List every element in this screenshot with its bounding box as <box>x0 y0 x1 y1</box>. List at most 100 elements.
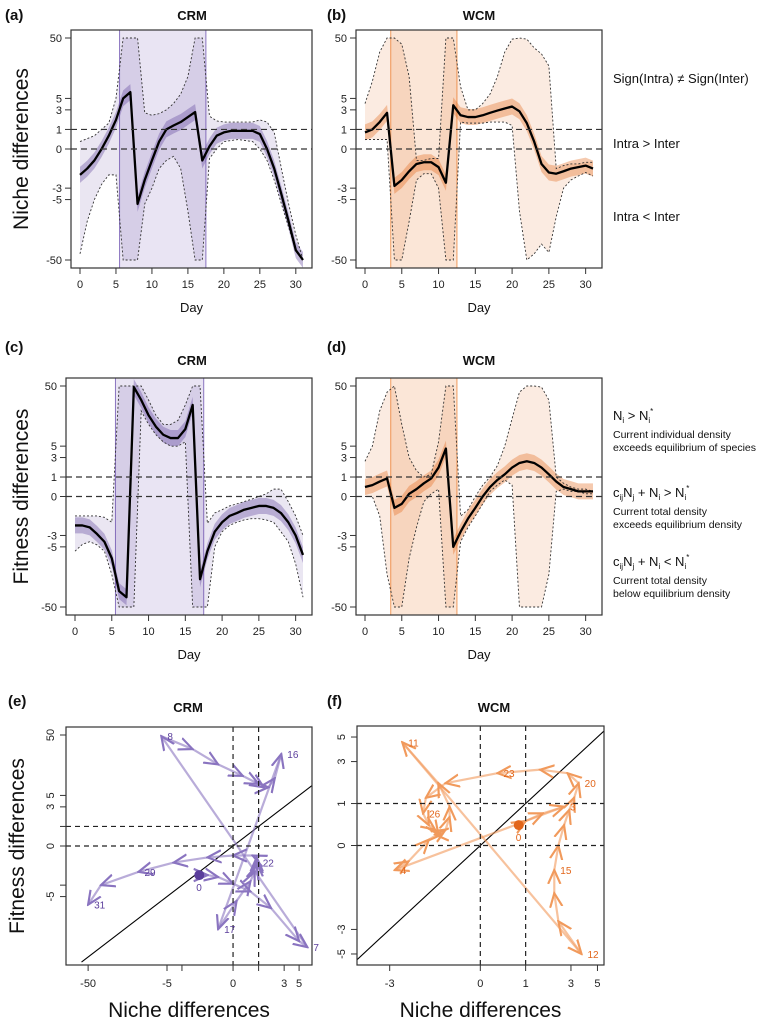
y-tick-label: 0 <box>336 842 348 848</box>
side-label-total-exceeds: cijNj + Ni > Ni* Current total density e… <box>613 484 743 531</box>
trajectory-arrow <box>401 741 581 954</box>
median-line <box>75 385 305 599</box>
day-label: 4 <box>401 866 407 877</box>
side-annotations: Sign(Intra) ≠ Sign(Inter) Intra > Inter … <box>613 71 756 600</box>
panel-title: CRM <box>173 700 203 715</box>
y-tick-label: -5 <box>45 892 57 902</box>
panel-label: (f) <box>327 693 342 710</box>
trajectory-arrow <box>558 825 564 846</box>
panel-label: (a) <box>5 7 23 24</box>
x-tick-label: 5 <box>296 978 302 990</box>
panel-title: WCM <box>463 353 496 368</box>
trajectory-arrow <box>395 805 565 870</box>
day-label: 31 <box>94 901 106 912</box>
y-tick-label: -50 <box>331 255 347 267</box>
y-tick-label: 1 <box>56 124 62 136</box>
y-tick-label: 0 <box>51 492 57 504</box>
density-band <box>365 38 593 260</box>
trajectory-arrow <box>250 872 254 881</box>
day-label: 22 <box>263 859 275 870</box>
x-tick-label: 15 <box>469 279 481 291</box>
day-label: 26 <box>429 809 441 820</box>
lower-quantile-line <box>365 121 594 261</box>
y-tick-label: -3 <box>337 183 347 195</box>
y-tick-label: 0 <box>341 144 347 156</box>
y-axis-title: Niche differences <box>10 68 33 230</box>
x-axis-title: Day <box>467 647 491 662</box>
panel-label: (d) <box>327 339 346 356</box>
day-label: 8 <box>167 732 173 743</box>
trajectory-arrow <box>564 810 569 826</box>
y-tick-label: 5 <box>51 441 57 453</box>
side-label-main: cijNj + Ni < Ni* <box>613 553 689 571</box>
trajectory-arrow <box>446 772 498 783</box>
start-point <box>513 820 524 831</box>
panel-label: (b) <box>327 7 346 24</box>
trajectory-arrow <box>554 846 558 871</box>
y-tick-label: 1 <box>51 472 57 484</box>
side-desc: Current total density <box>613 575 708 587</box>
plot-frame <box>355 29 603 269</box>
density-core <box>365 440 593 555</box>
x-tick-label: 0 <box>230 978 236 990</box>
trajectory-arrow <box>446 817 450 830</box>
density-core <box>365 97 593 194</box>
y-tick-label: 5 <box>45 792 57 798</box>
day-label: 3 <box>570 803 576 814</box>
day-label: 7 <box>313 943 319 954</box>
trajectory-arrow <box>208 855 234 857</box>
trajectory-arrow <box>161 736 309 948</box>
y-tick-label: -5 <box>337 542 347 554</box>
plot-frame <box>355 377 603 616</box>
x-tick-label: 5 <box>594 978 600 990</box>
y-tick-label: 1 <box>341 124 347 136</box>
x-tick-label: 20 <box>218 279 230 291</box>
y-tick-label: 0 <box>56 144 62 156</box>
y-axis-title: Fitness differences <box>6 758 29 934</box>
x-tick-label: 20 <box>216 626 228 638</box>
trajectory-arrow <box>426 782 447 798</box>
day-label: 15 <box>560 866 572 877</box>
y-tick-label: -5 <box>47 542 57 554</box>
day-label: 17 <box>224 925 236 936</box>
side-label-sign-mismatch: Sign(Intra) ≠ Sign(Inter) <box>613 71 749 86</box>
trajectory-arrow <box>88 884 102 905</box>
y-tick-label: 3 <box>56 105 62 117</box>
x-axis-title: Niche differences <box>108 999 270 1022</box>
y-tick-label: -5 <box>52 195 62 207</box>
upper-quantile-line <box>364 37 593 170</box>
trajectory-arrow <box>270 907 299 941</box>
y-tick-label: -5 <box>337 195 347 207</box>
day-label: 29 <box>145 868 157 879</box>
y-tick-label: -3 <box>337 530 347 542</box>
x-tick-label: 10 <box>432 626 444 638</box>
y-tick-label: 0 <box>341 492 347 504</box>
trajectory-arrow <box>255 866 257 872</box>
y-tick-label: 50 <box>45 381 57 393</box>
x-tick-label: 25 <box>543 626 555 638</box>
trajectory-arrow <box>568 773 579 783</box>
panel-title: CRM <box>177 353 207 368</box>
y-tick-label: -3 <box>336 925 348 935</box>
panel-title: WCM <box>478 700 511 715</box>
y-tick-label: 3 <box>341 105 347 117</box>
y-tick-label: 50 <box>50 33 62 45</box>
y-tick-label: 5 <box>341 441 347 453</box>
x-tick-label: 1 <box>523 978 529 990</box>
x-tick-label: 30 <box>290 626 302 638</box>
y-axis-title: Fitness differences <box>10 409 33 585</box>
x-axis-title: Day <box>180 300 204 315</box>
x-axis-title: Niche differences <box>400 999 562 1022</box>
trajectory-arrow <box>174 857 208 862</box>
y-tick-label: 50 <box>335 33 347 45</box>
day-label: 0 <box>196 883 202 894</box>
lower-quantile-line <box>74 409 304 608</box>
x-tick-label: 20 <box>506 626 518 638</box>
y-tick-label: -5 <box>336 949 348 959</box>
y-tick-label: 1 <box>336 800 348 806</box>
x-tick-label: 25 <box>543 279 555 291</box>
y-tick-label: -50 <box>46 255 62 267</box>
